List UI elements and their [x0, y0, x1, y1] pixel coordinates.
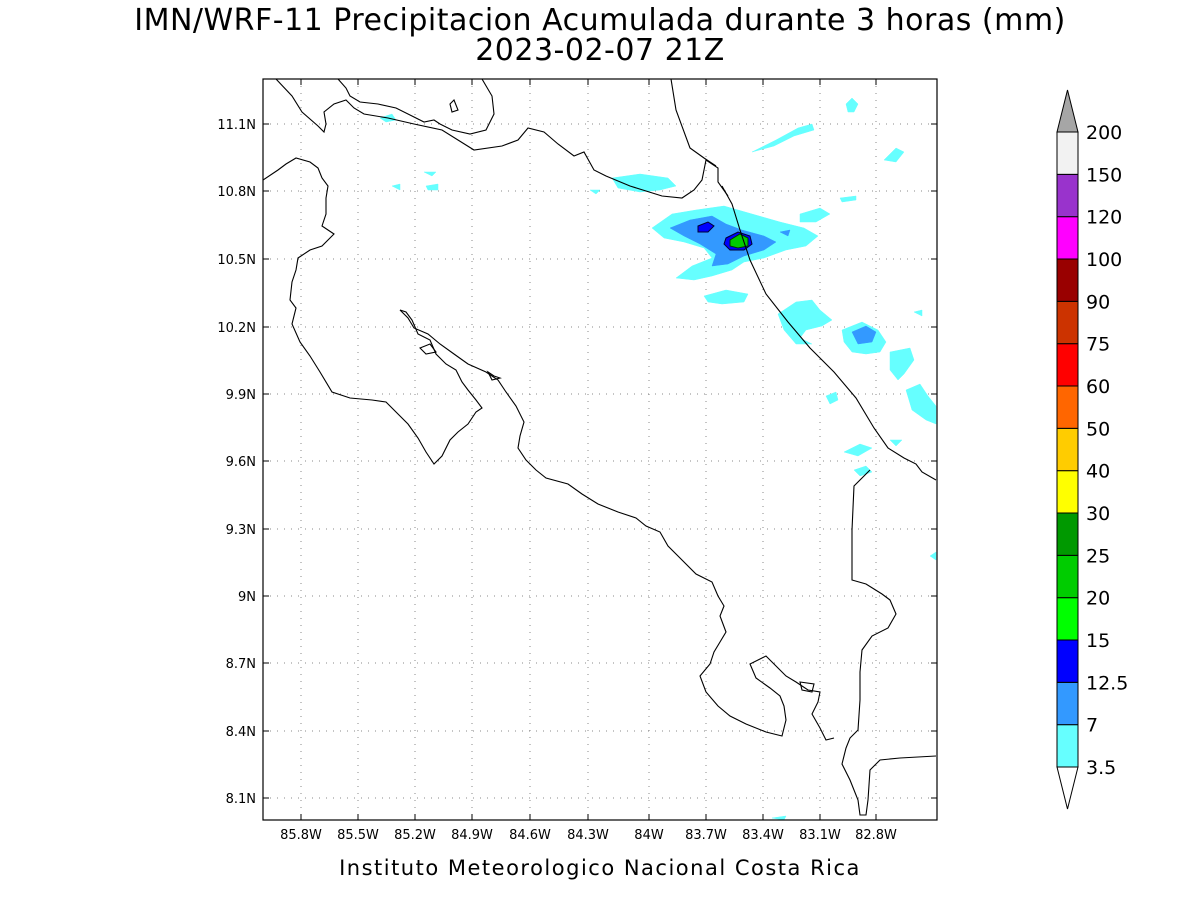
- precip-blob: [839, 195, 857, 203]
- precip-blob: [825, 391, 839, 405]
- longitude-axis: 85.8W 85.5W 85.2W 84.9W 84.6W 84.3W 84W 83.7W 83…: [280, 79, 897, 843]
- lon-tick-label: 85.2W: [394, 828, 436, 843]
- precip-blob: [845, 97, 859, 113]
- map-grid: [263, 79, 937, 820]
- precip-blob: [697, 221, 715, 233]
- colorbar-swatch: [1056, 300, 1079, 345]
- lon-tick-label: 85.8W: [280, 828, 322, 843]
- precip-blob: [883, 147, 905, 163]
- footer-credit: Instituto Meteorologico Nacional Costa R…: [339, 856, 861, 880]
- map-subtitle: 2023-02-07 21Z: [475, 33, 725, 68]
- precip-blob: [799, 207, 831, 223]
- precip-blob: [851, 325, 877, 345]
- precip-blob: [703, 289, 749, 305]
- colorbar-swatch: [1056, 512, 1079, 556]
- colorbar-swatch: [1056, 343, 1079, 387]
- lon-tick-label: 85.5W: [337, 828, 379, 843]
- precip-blob: [905, 383, 937, 425]
- map-title: IMN/WRF-11 Precipitacion Acumulada duran…: [134, 3, 1066, 38]
- colorbar-max-arrow: [1056, 89, 1079, 133]
- precip-blob: [771, 815, 787, 820]
- colorbar-level-label: 120: [1086, 207, 1122, 229]
- colorbar-swatch: [1056, 724, 1079, 768]
- colorbar-swatch: [1056, 554, 1079, 599]
- precipitation-layer: [379, 97, 937, 820]
- lon-tick-label: 83.4W: [742, 828, 784, 843]
- colorbar-level-label: 30: [1086, 503, 1110, 525]
- precip-blob: [423, 171, 437, 177]
- colorbar-swatch: [1056, 639, 1079, 683]
- lon-tick-label: 84W: [634, 828, 664, 843]
- colorbar-swatch: [1056, 131, 1079, 175]
- lon-tick-label: 84.6W: [509, 828, 551, 843]
- colorbar-level-label: 150: [1086, 164, 1122, 186]
- precip-blob: [669, 215, 777, 267]
- colorbar-level-label: 3.5: [1086, 757, 1116, 779]
- colorbar-min-arrow: [1056, 766, 1079, 810]
- precip-blob: [843, 443, 873, 457]
- colorbar-level-label: 15: [1086, 630, 1110, 652]
- lat-tick-label: 8.7N: [226, 657, 256, 672]
- colorbar-level-label: 12.5: [1086, 672, 1128, 694]
- lon-tick-label: 82.8W: [855, 828, 897, 843]
- lon-tick-label: 83.1W: [799, 828, 841, 843]
- lat-tick-label: 11.1N: [217, 118, 256, 133]
- lat-tick-label: 10.2N: [217, 321, 256, 336]
- lat-tick-label: 8.1N: [226, 792, 256, 807]
- lat-tick-label: 9.6N: [226, 455, 256, 470]
- precip-blob: [889, 439, 903, 447]
- precip-blob: [777, 299, 833, 345]
- precip-blob: [779, 229, 791, 237]
- colorbar-swatch: [1056, 258, 1079, 302]
- precip-blob: [425, 183, 439, 191]
- precip-blob: [589, 189, 601, 195]
- lat-tick-label: 9N: [238, 590, 256, 605]
- lat-tick-label: 10.5N: [217, 253, 256, 268]
- colorbar-level-label: 20: [1086, 588, 1110, 610]
- lat-tick-label: 9.9N: [226, 388, 256, 403]
- colorbar-level-label: 7: [1086, 715, 1098, 737]
- lon-tick-label: 84.9W: [451, 828, 493, 843]
- lat-tick-label: 9.3N: [226, 523, 256, 538]
- precip-blob: [853, 465, 873, 477]
- coastline: [263, 79, 937, 816]
- colorbar-swatch: [1056, 216, 1079, 260]
- colorbar-level-label: 60: [1086, 376, 1110, 398]
- lon-tick-label: 84.3W: [567, 828, 609, 843]
- colorbar-level-label: 25: [1086, 545, 1110, 567]
- precip-blob: [729, 233, 749, 249]
- latitude-axis: 11.1N 10.8N 10.5N 10.2N 9.9N 9.6N 9.3N 9N 8.7N 8.…: [217, 118, 937, 807]
- colorbar-swatch: [1056, 681, 1079, 726]
- colorbar-swatch: [1056, 385, 1079, 429]
- map-frame: [262, 78, 938, 821]
- precip-blob: [611, 173, 677, 193]
- colorbar-level-label: 100: [1086, 249, 1122, 271]
- colorbar-swatch: [1056, 427, 1079, 472]
- colorbar-level-label: 200: [1086, 122, 1122, 144]
- precip-blob: [751, 123, 815, 153]
- lon-tick-label: 83.7W: [685, 828, 727, 843]
- precip-blob: [889, 347, 915, 381]
- colorbar: 3.5 7 12.5 15 20 25 30 40 50 60 75 90 100 120 150 200: [1056, 89, 1128, 810]
- colorbar-level-label: 90: [1086, 291, 1110, 313]
- lat-tick-label: 8.4N: [226, 725, 256, 740]
- colorbar-swatch: [1056, 597, 1079, 641]
- colorbar-level-label: 40: [1086, 461, 1110, 483]
- colorbar-swatch: [1056, 470, 1079, 514]
- precip-blob: [913, 309, 923, 317]
- colorbar-level-label: 50: [1086, 418, 1110, 440]
- colorbar-swatch: [1056, 173, 1079, 218]
- lat-tick-label: 10.8N: [217, 185, 256, 200]
- precip-blob: [391, 183, 401, 191]
- colorbar-level-label: 75: [1086, 334, 1110, 356]
- precip-blob: [929, 551, 937, 561]
